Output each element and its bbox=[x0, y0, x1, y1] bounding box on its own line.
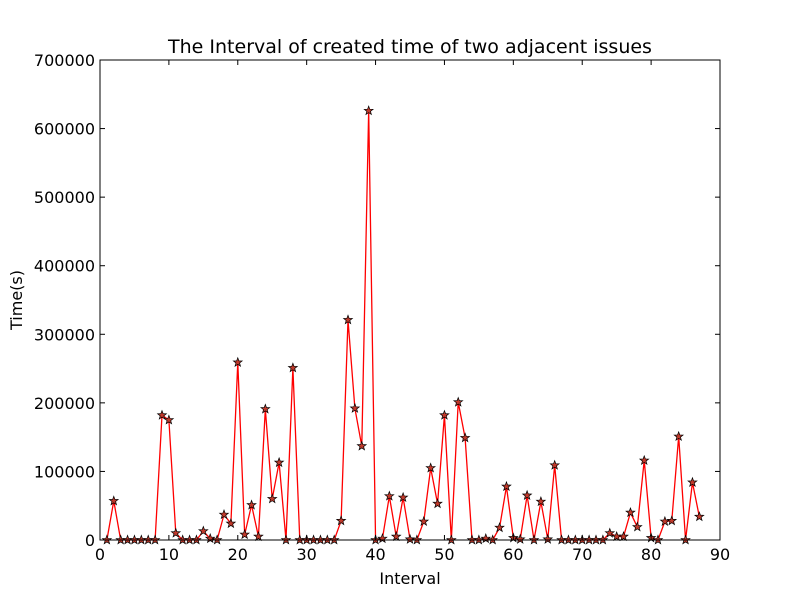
y-tick-label: 700000 bbox=[34, 51, 95, 70]
data-point bbox=[232, 356, 244, 367]
data-point bbox=[542, 533, 554, 544]
x-tick-label: 80 bbox=[641, 545, 661, 564]
x-tick-label: 60 bbox=[503, 545, 523, 564]
data-point bbox=[363, 105, 375, 116]
x-tick-label: 0 bbox=[95, 545, 105, 564]
y-axis-label: Time(s) bbox=[7, 270, 26, 331]
data-point bbox=[687, 476, 698, 487]
data-point bbox=[204, 533, 216, 544]
x-axis: 0 10 20 30 40 50 60 70 80 90 bbox=[95, 60, 730, 564]
data-point bbox=[432, 498, 443, 509]
data-point bbox=[625, 506, 636, 518]
data-point bbox=[342, 314, 354, 325]
data-point bbox=[494, 522, 505, 533]
data-point bbox=[377, 533, 388, 544]
y-tick-label: 300000 bbox=[34, 325, 95, 344]
data-point bbox=[459, 432, 471, 443]
data-point bbox=[604, 527, 616, 538]
data-point bbox=[287, 362, 299, 373]
data-point bbox=[356, 440, 368, 451]
y-tick-label: 500000 bbox=[34, 188, 95, 207]
data-point bbox=[418, 515, 430, 527]
x-tick-label: 90 bbox=[710, 545, 730, 564]
data-point bbox=[225, 517, 237, 529]
data-point bbox=[480, 533, 492, 544]
data-point bbox=[452, 396, 464, 407]
data-point bbox=[439, 409, 450, 420]
data-point bbox=[631, 521, 643, 532]
data-point bbox=[535, 495, 547, 507]
y-tick-label: 100000 bbox=[34, 462, 95, 481]
data-point bbox=[390, 530, 402, 542]
x-tick-label: 40 bbox=[365, 545, 385, 564]
data-point bbox=[266, 493, 278, 504]
data-point bbox=[246, 499, 257, 510]
data-point bbox=[521, 489, 533, 500]
data-point bbox=[163, 414, 175, 425]
y-axis: 0 100000 200000 300000 400000 500000 600000 700… bbox=[34, 51, 720, 550]
data-point bbox=[638, 454, 650, 466]
x-axis-label: Interval bbox=[379, 569, 440, 588]
data-point bbox=[397, 491, 409, 503]
data-point bbox=[425, 462, 437, 473]
data-point bbox=[273, 456, 285, 468]
data-point bbox=[108, 495, 120, 506]
y-tick-label: 400000 bbox=[34, 257, 95, 276]
data-point bbox=[666, 515, 678, 526]
x-tick-label: 20 bbox=[228, 545, 248, 564]
y-tick-label: 0 bbox=[85, 531, 95, 550]
data-point bbox=[404, 533, 416, 544]
data-point bbox=[218, 509, 230, 520]
x-tick-label: 30 bbox=[296, 545, 316, 564]
data-point bbox=[383, 490, 395, 501]
axes-frame bbox=[99, 59, 721, 541]
data-point bbox=[501, 480, 512, 492]
x-tick-label: 50 bbox=[434, 545, 454, 564]
y-tick-label: 600000 bbox=[34, 120, 95, 139]
x-tick-label: 10 bbox=[159, 545, 179, 564]
data-point bbox=[349, 402, 361, 413]
y-tick-label: 200000 bbox=[34, 394, 95, 413]
x-tick-label: 70 bbox=[572, 545, 592, 564]
data-point bbox=[673, 430, 685, 442]
data-point bbox=[514, 533, 526, 544]
data-point bbox=[156, 409, 168, 420]
data-point bbox=[618, 530, 629, 542]
data-point bbox=[239, 528, 251, 540]
data-point bbox=[335, 515, 347, 526]
chart-title: The Interval of created time of two adja… bbox=[167, 36, 652, 58]
data-point bbox=[170, 527, 182, 538]
data-point bbox=[197, 525, 209, 536]
data-point bbox=[549, 459, 561, 470]
data-point bbox=[693, 511, 705, 522]
data-point bbox=[259, 403, 271, 414]
data-point bbox=[253, 530, 264, 542]
